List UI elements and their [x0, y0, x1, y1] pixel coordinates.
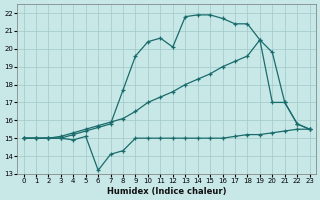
X-axis label: Humidex (Indice chaleur): Humidex (Indice chaleur): [107, 187, 226, 196]
